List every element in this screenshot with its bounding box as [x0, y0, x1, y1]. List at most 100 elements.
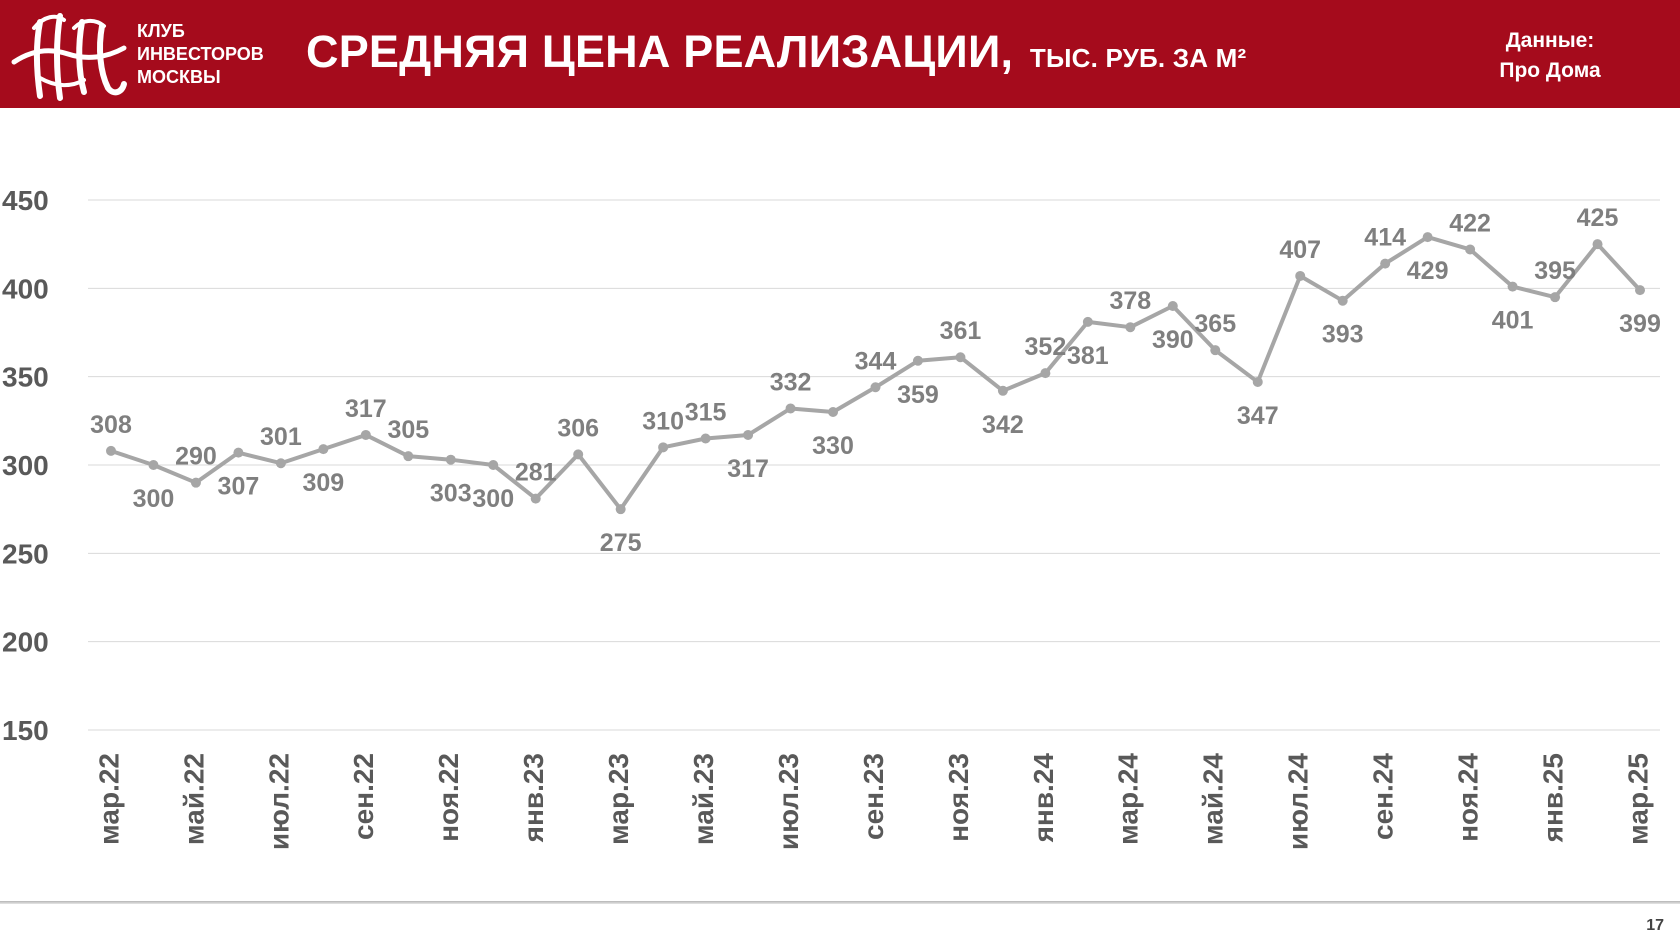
x-tick-label: мар.22: [93, 753, 124, 845]
data-point: [1040, 368, 1051, 379]
data-point: [828, 407, 839, 417]
data-point: [360, 429, 371, 440]
data-label: 315: [685, 399, 727, 427]
data-point: [658, 442, 669, 453]
data-label: 361: [940, 317, 982, 345]
logo-line-1: КЛУБ: [137, 21, 185, 41]
club-logo-icon: [11, 13, 127, 101]
data-point: [912, 355, 923, 366]
data-label: 332: [770, 368, 812, 396]
x-tick-label: ноя.24: [1453, 753, 1484, 842]
footer-divider: [0, 901, 1680, 904]
x-tick-label: май.22: [178, 753, 209, 845]
data-label: 399: [1619, 310, 1661, 338]
title-units: ТЫС. РУБ. ЗА М²: [1029, 43, 1247, 73]
data-label: 393: [1322, 321, 1364, 349]
x-tick-label: сен.22: [348, 753, 379, 840]
data-point: [148, 460, 159, 470]
x-tick-label: сен.24: [1368, 753, 1399, 840]
y-axis-tick-labels: 150 200 250 300 350 400 450: [2, 185, 49, 746]
data-label: 309: [303, 469, 345, 497]
data-label: 407: [1279, 236, 1321, 264]
data-point: [955, 352, 966, 363]
data-label: 281: [515, 459, 557, 487]
x-tick-label: июл.23: [773, 753, 804, 850]
x-tick-label: май.24: [1198, 753, 1229, 845]
data-label: 300: [472, 485, 514, 513]
data-point: [1295, 270, 1306, 281]
y-tick-label: 300: [2, 450, 49, 481]
y-tick-label: 350: [2, 362, 49, 393]
data-point: [573, 449, 584, 460]
y-tick-label: 150: [2, 715, 49, 746]
data-label: 414: [1364, 224, 1406, 252]
data-point: [1082, 316, 1093, 327]
data-label: 347: [1237, 402, 1279, 430]
data-point: [233, 447, 244, 458]
data-label: 395: [1534, 257, 1576, 285]
data-label: 308: [90, 411, 132, 439]
data-label: 390: [1152, 326, 1194, 354]
y-tick-label: 400: [2, 273, 49, 304]
data-point: [275, 458, 286, 469]
data-label: 342: [982, 411, 1024, 439]
data-point: [190, 477, 201, 488]
data-label: 306: [557, 414, 599, 442]
data-point: [530, 493, 541, 504]
y-tick-label: 450: [2, 185, 49, 216]
x-tick-label: ноя.23: [943, 753, 974, 842]
data-point: [1167, 301, 1178, 311]
data-label: 290: [175, 443, 217, 471]
x-tick-label: мар.25: [1622, 753, 1653, 845]
data-point: [743, 429, 754, 440]
x-axis-tick-labels: мар.22 май.22 июл.22 сен.22 ноя.22 янв.23 мар.…: [93, 753, 1653, 851]
x-tick-label: сен.23: [858, 753, 889, 840]
data-point: [615, 504, 626, 515]
data-label: 305: [387, 416, 429, 444]
data-label: 301: [260, 423, 302, 451]
data-point: [1252, 376, 1263, 387]
data-label: 381: [1067, 342, 1109, 370]
data-label: 422: [1449, 209, 1491, 237]
data-label: 344: [855, 347, 897, 375]
data-point: [318, 444, 329, 455]
data-label: 401: [1492, 307, 1534, 335]
source-name: Про Дома: [1499, 59, 1601, 82]
data-point: [1550, 292, 1561, 303]
data-point: [1210, 345, 1221, 356]
data-label: 330: [812, 432, 854, 460]
data-source: Данные: Про Дома: [1470, 26, 1630, 86]
x-tick-label: май.23: [688, 753, 719, 845]
x-tick-label: янв.25: [1537, 753, 1568, 843]
x-tick-label: июл.24: [1283, 753, 1314, 851]
data-point: [1380, 258, 1391, 269]
data-point: [1635, 285, 1645, 296]
y-tick-label: 250: [2, 538, 49, 569]
data-label: 352: [1025, 333, 1067, 361]
data-label: 310: [642, 407, 684, 435]
data-label: 300: [133, 485, 175, 513]
logo-line-2: ИНВЕСТОРОВ: [137, 44, 264, 64]
data-point: [1422, 232, 1433, 243]
data-point: [785, 403, 796, 414]
data-point: [1125, 322, 1136, 333]
y-tick-label: 200: [2, 627, 49, 658]
data-label: 359: [897, 381, 939, 409]
data-label: 303: [430, 480, 472, 508]
data-label: 307: [218, 473, 260, 501]
data-point: [1465, 244, 1476, 255]
grid-lines: [88, 199, 1660, 731]
data-point: [106, 445, 116, 456]
data-point: [1507, 281, 1518, 292]
data-label: 317: [727, 455, 769, 483]
source-label: Данные:: [1505, 29, 1595, 52]
x-tick-label: янв.24: [1028, 753, 1059, 844]
data-label: 275: [600, 529, 642, 557]
title-main: СРЕДНЯЯ ЦЕНА РЕАЛИЗАЦИИ,: [306, 26, 1014, 77]
data-point: [1337, 295, 1348, 306]
page-number: 17: [1646, 917, 1664, 934]
header-banner: КЛУБ ИНВЕСТОРОВ МОСКВЫ СРЕДНЯЯ ЦЕНА РЕАЛ…: [0, 0, 1680, 108]
x-tick-label: ноя.22: [433, 753, 464, 842]
